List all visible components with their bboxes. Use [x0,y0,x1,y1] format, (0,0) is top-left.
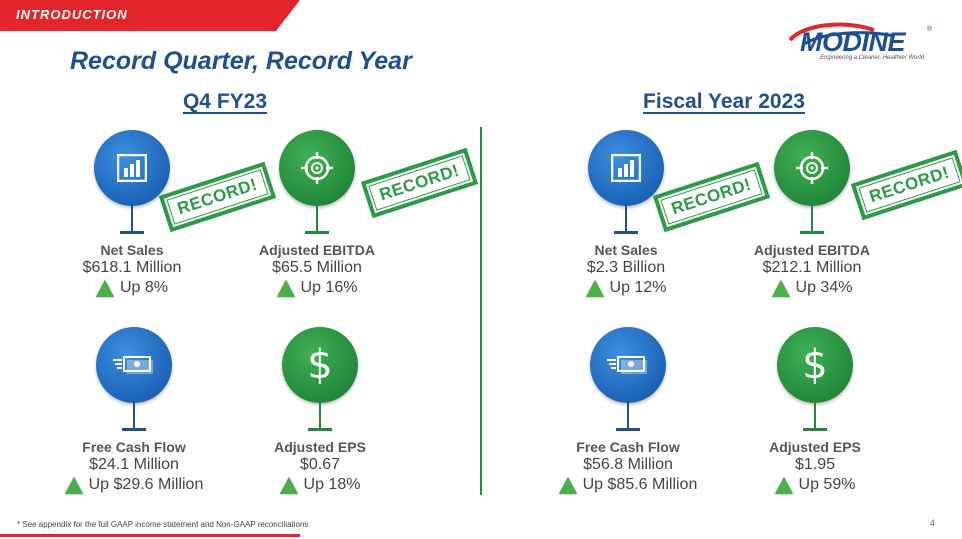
target-icon [279,130,355,206]
metric-card-free-cash-flow-q4: Free Cash Flow $24.1 Million Up $29.6 Mi… [39,327,229,494]
metric-value: $2.3 Billion [586,259,666,276]
metric-value: $212.1 Million [762,259,862,276]
bar-chart-icon [94,130,170,206]
metric-change: Up 12% [531,279,721,297]
pin-stem [133,401,135,429]
logo-tagline: Engineering a Cleaner, Healthier World [820,55,925,61]
pin-stem [625,204,627,232]
metric-pin [531,130,721,238]
metric-label: Adjusted EPS [274,439,366,455]
metric-change: Up 59% [720,476,910,494]
up-arrow-icon [585,279,604,297]
metric-change: Up 34% [717,279,907,297]
pin-base [803,428,827,431]
up-arrow-icon [279,476,298,494]
up-arrow-icon [276,279,295,297]
target-icon [774,130,850,206]
section-title-q4: Q4 FY23 [182,90,268,113]
dollar-glyph: $ [307,342,333,388]
pin-base [616,428,640,431]
metric-card-free-cash-flow-fy: Free Cash Flow $56.8 Million Up $85.6 Mi… [533,327,723,494]
pin-stem [131,204,133,232]
metric-label: Free Cash Flow [82,439,186,455]
footnote: * See appendix for the full GAAP income … [17,520,309,529]
up-arrow-icon [771,279,790,297]
metric-change-text: Up 59% [798,476,856,493]
company-logo: MODINE ® Engineering a Cleaner, Healthie… [784,22,944,68]
metric-label: Net Sales [594,242,658,258]
metric-change-text: Up 34% [795,279,853,296]
up-arrow-icon [774,476,793,494]
logo-registered-mark: ® [927,26,933,33]
metric-label: Adjusted EBITDA [754,242,870,258]
metric-change: Up $85.6 Million [533,476,723,494]
metric-change-text: Up $29.6 Million [88,476,204,493]
metric-label: Adjusted EBITDA [259,242,375,258]
metric-label: Free Cash Flow [576,439,680,455]
pin-base [120,231,144,234]
metric-card-adjusted-eps-q4: $ Adjusted EPS $0.67 Up 18% [225,327,415,494]
metric-change: Up 16% [222,279,412,297]
pin-stem [316,204,318,232]
metric-value: $65.5 Million [272,259,362,276]
metric-value: $1.95 [794,456,836,473]
metric-card-adjusted-ebitda-fy: Adjusted EBITDA $212.1 Million Up 34% [717,130,907,297]
metric-label: Adjusted EPS [769,439,861,455]
section-divider [480,127,482,495]
metric-change-text: Up 12% [609,279,667,296]
metric-pin: $ [720,327,910,435]
up-arrow-icon [95,279,114,297]
pin-base [308,428,332,431]
pin-stem [627,401,629,429]
pin-base [800,231,824,234]
dollar-glyph: $ [802,342,828,388]
page-number: 4 [930,518,936,528]
cash-icon [96,327,172,403]
metric-value: $0.67 [299,456,341,473]
cash-icon [590,327,666,403]
pin-stem [319,401,321,429]
metric-value: $56.8 Million [583,456,673,473]
metric-pin: $ [225,327,415,435]
pin-base [305,231,329,234]
metric-pin [533,327,723,435]
section-label: INTRODUCTION [16,7,128,22]
metric-card-net-sales-q4: Net Sales $618.1 Million Up 8% [37,130,227,297]
metric-change-text: Up 16% [300,279,358,296]
metric-card-net-sales-fy: Net Sales $2.3 Billion Up 12% [531,130,721,297]
pin-base [122,428,146,431]
page-title: Record Quarter, Record Year [70,47,412,75]
metric-change: Up 18% [225,476,415,494]
metric-card-adjusted-ebitda-q4: Adjusted EBITDA $65.5 Million Up 16% [222,130,412,297]
metric-pin [37,130,227,238]
metric-pin [39,327,229,435]
metric-change-text: Up 18% [303,476,361,493]
metric-label: Net Sales [100,242,164,258]
section-title-fy: Fiscal Year 2023 [643,90,805,113]
dollar-icon: $ [282,327,358,403]
metric-card-adjusted-eps-fy: $ Adjusted EPS $1.95 Up 59% [720,327,910,494]
up-arrow-icon [558,476,577,494]
metric-change-text: Up $85.6 Million [582,476,698,493]
metric-value: $24.1 Million [89,456,179,473]
metric-pin [717,130,907,238]
bar-chart-icon [588,130,664,206]
pin-base [614,231,638,234]
up-arrow-icon [64,476,83,494]
section-banner: INTRODUCTION [0,0,300,31]
logo-wordmark: MODINE [800,27,906,57]
pin-stem [814,401,816,429]
metric-change-text: Up 8% [119,279,169,296]
metric-pin [222,130,412,238]
dollar-icon: $ [777,327,853,403]
metric-change: Up 8% [37,279,227,297]
pin-stem [811,204,813,232]
bottom-accent-bar [0,534,300,537]
metric-value: $618.1 Million [82,259,182,276]
metric-change: Up $29.6 Million [39,476,229,494]
